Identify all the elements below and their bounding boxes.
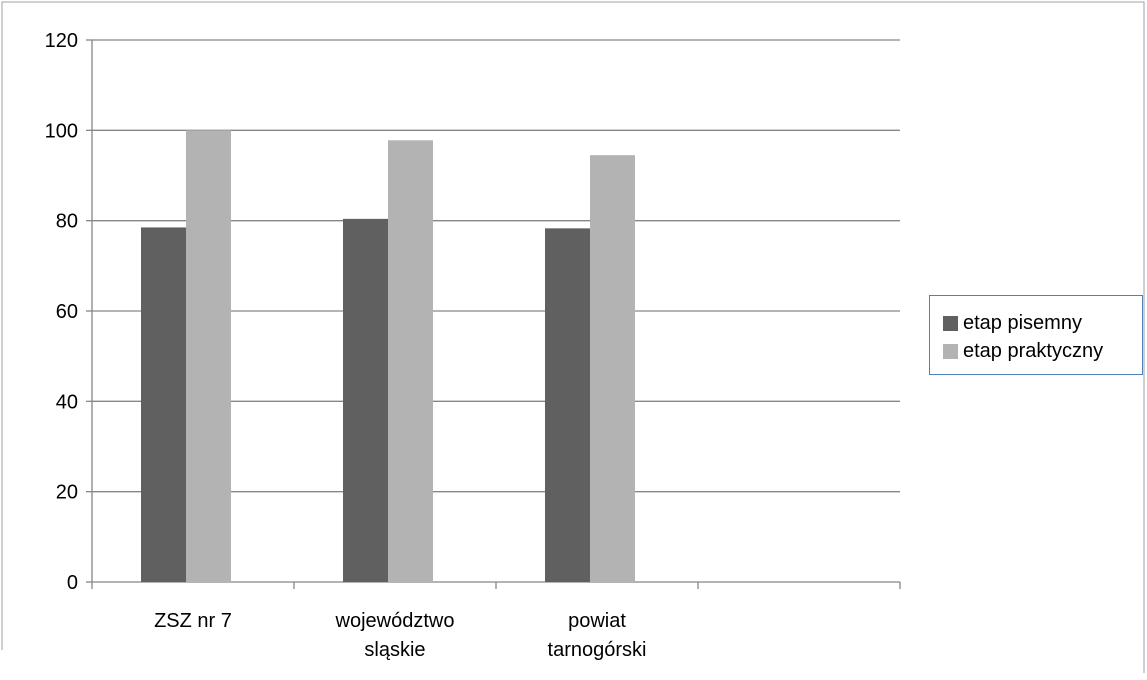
x-tick-label: sląskie — [364, 639, 425, 661]
x-tick-labels: ZSZ nr 7 województwo sląskie powiat tarnogór… — [154, 610, 646, 661]
y-tick-label: 100 — [45, 120, 78, 142]
y-tick-label: 60 — [56, 301, 78, 323]
y-tick-label: 120 — [45, 30, 78, 52]
bar-etap-praktyczny — [388, 140, 433, 582]
bar-etap-praktyczny — [590, 155, 635, 582]
y-tick-label: 80 — [56, 211, 78, 233]
y-tick-label: 40 — [56, 391, 78, 413]
bar-etap-pisemny — [141, 227, 186, 582]
legend-swatch-etap-praktyczny — [943, 344, 958, 359]
x-tick-label: ZSZ nr 7 — [154, 610, 232, 632]
bar-etap-pisemny — [343, 219, 388, 582]
bar-etap-praktyczny — [186, 130, 231, 582]
legend-item-etap-pisemny: etap pisemny — [943, 312, 1082, 334]
x-tick-label: tarnogórski — [548, 639, 647, 661]
legend-item-etap-praktyczny: etap praktyczny — [943, 340, 1103, 362]
y-tick-labels: 0 20 40 60 80 100 120 — [45, 30, 78, 594]
y-tick-label: 20 — [56, 482, 78, 504]
legend: etap pisemny etap praktyczny — [929, 295, 1143, 375]
legend-swatch-etap-pisemny — [943, 316, 958, 331]
legend-label: etap praktyczny — [963, 340, 1103, 363]
x-tick-label: powiat — [568, 610, 626, 632]
y-tick-label: 0 — [67, 572, 78, 594]
legend-label: etap pisemny — [963, 312, 1082, 335]
bars — [141, 130, 635, 582]
bar-etap-pisemny — [545, 228, 590, 582]
x-tick-label: województwo — [335, 610, 455, 632]
